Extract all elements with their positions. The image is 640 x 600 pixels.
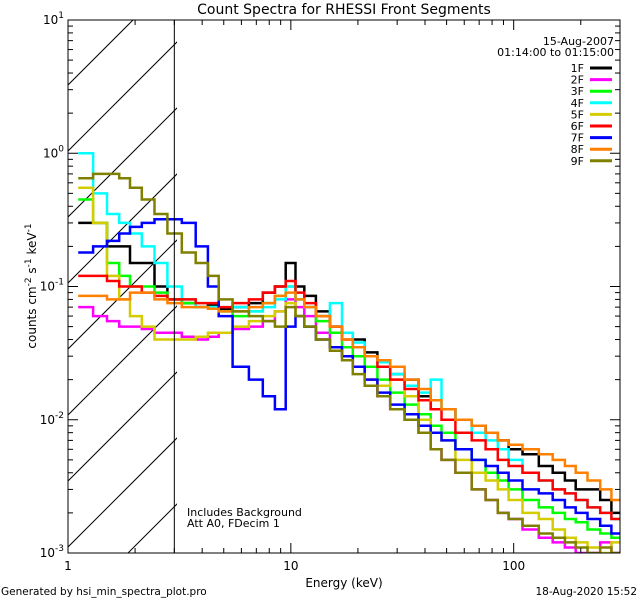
- x-tick-label: 1: [64, 559, 72, 573]
- background-hatched-region: [68, 20, 177, 553]
- legend-label-6F: 6F: [571, 120, 584, 133]
- series-9F: [78, 172, 620, 553]
- y-tick-label: 10-2: [40, 411, 64, 427]
- y-tick-label: 101: [43, 11, 64, 27]
- x-axis-label: Energy (keV): [305, 576, 382, 590]
- y-tick-label: 10-1: [40, 278, 64, 294]
- hatch-line: [68, 107, 177, 218]
- series-group: [78, 152, 620, 553]
- hatch-line: [68, 173, 177, 284]
- series-7F: [78, 217, 620, 535]
- series-3F: [78, 198, 620, 540]
- hatch-line: [68, 20, 134, 86]
- hatch-line: [68, 239, 177, 350]
- y-tick-label: 10-3: [40, 544, 64, 560]
- legend-label-4F: 4F: [571, 97, 584, 110]
- series-8F: [78, 291, 620, 502]
- footer-generated-by: Generated by hsi_min_spectra_plot.pro: [1, 586, 207, 598]
- legend-label-2F: 2F: [571, 74, 584, 87]
- legend-label-5F: 5F: [571, 108, 584, 121]
- legend-label-3F: 3F: [571, 85, 584, 98]
- time-range-label: 01:14:00 to 01:15:00: [497, 46, 614, 59]
- hatch-line: [127, 503, 177, 553]
- chart-title: Count Spectra for RHESSI Front Segments: [197, 2, 491, 18]
- axis-ticks: [67, 20, 621, 554]
- legend-label-1F: 1F: [571, 62, 584, 75]
- legend-label-7F: 7F: [571, 132, 584, 145]
- series-6F: [78, 274, 620, 521]
- series-4F: [78, 152, 620, 521]
- date-label: 15-Aug-2007: [543, 35, 614, 48]
- hatch-line: [68, 371, 177, 482]
- hatch-line: [68, 41, 177, 152]
- x-tick-labels: 1 10 100: [64, 559, 525, 573]
- annotation-background: Includes Background: [187, 506, 302, 519]
- series-2F: [78, 298, 620, 553]
- annotation-attenuator: Att A0, FDecim 1: [187, 517, 280, 530]
- legend-label-8F: 8F: [571, 143, 584, 156]
- y-tick-labels: 101 100 10-1 10-2 10-3: [40, 11, 65, 560]
- x-tick-label: 100: [502, 559, 525, 573]
- x-tick-label: 10: [283, 559, 298, 573]
- series-1F: [78, 221, 620, 515]
- y-tick-label: 100: [43, 144, 64, 160]
- hatch-line: [68, 437, 177, 548]
- footer-timestamp: 18-Aug-2020 15:52: [535, 586, 637, 598]
- legend-label-9F: 9F: [571, 155, 584, 168]
- series-5F: [78, 186, 620, 553]
- y-axis-label: counts cm-2 s-1 keV-1: [24, 223, 39, 348]
